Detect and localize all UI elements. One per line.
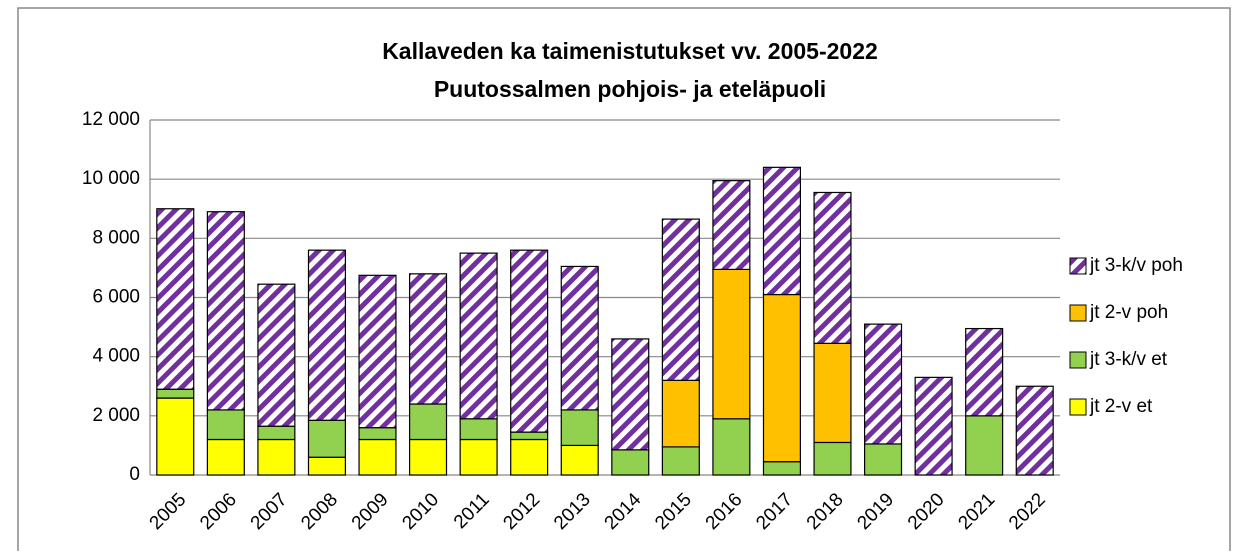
bar-segment bbox=[358, 438, 397, 476]
bar-segment bbox=[965, 327, 1004, 417]
bar-segment bbox=[206, 409, 245, 441]
bar-segment bbox=[661, 218, 700, 381]
bar-segment bbox=[864, 323, 903, 445]
bar-segment bbox=[510, 249, 549, 433]
bar-segment bbox=[257, 283, 296, 427]
bar-segment bbox=[813, 441, 852, 476]
legend-swatch bbox=[1069, 398, 1087, 416]
bar-segment bbox=[409, 273, 448, 405]
bar-segment bbox=[1015, 385, 1054, 476]
bar-segment bbox=[712, 418, 751, 476]
bar-segment bbox=[611, 338, 650, 451]
bar-segment bbox=[459, 418, 498, 441]
bar-segment bbox=[560, 409, 599, 447]
bar-segment bbox=[206, 211, 245, 411]
bar-segment bbox=[307, 249, 346, 421]
bar-segment bbox=[813, 191, 852, 344]
y-tick-label: 10 000 bbox=[82, 168, 140, 189]
legend-swatch bbox=[1069, 351, 1087, 369]
bar-segment bbox=[206, 438, 245, 476]
chart-title: Kallaveden ka taimenistutukset vv. 2005-… bbox=[382, 38, 878, 64]
bar-segment bbox=[510, 438, 549, 476]
bar-segment bbox=[156, 388, 195, 399]
bar-segment bbox=[864, 443, 903, 476]
bar-segment bbox=[409, 403, 448, 441]
legend-label: jt 3-k/v et bbox=[1089, 349, 1168, 370]
bar-segment bbox=[459, 252, 498, 420]
bar-segment bbox=[762, 166, 801, 296]
bar-segment bbox=[712, 268, 751, 420]
y-tick-label: 4 000 bbox=[92, 346, 140, 367]
bar-segment bbox=[307, 456, 346, 476]
y-tick-label: 8 000 bbox=[92, 227, 140, 248]
bar-segment bbox=[257, 425, 296, 441]
bar-segment bbox=[661, 379, 700, 448]
y-tick-label: 6 000 bbox=[92, 287, 140, 308]
chart-subtitle: Puutossalmen pohjois- ja eteläpuoli bbox=[434, 76, 826, 102]
bar-segment bbox=[459, 438, 498, 476]
legend-label: jt 3-k/v poh bbox=[1089, 255, 1183, 276]
bar-segment bbox=[914, 376, 953, 476]
bar-segment bbox=[813, 342, 852, 444]
bar-segment bbox=[560, 265, 599, 411]
legend-swatch bbox=[1069, 304, 1087, 322]
bar-segment bbox=[762, 293, 801, 463]
bar-segment bbox=[712, 180, 751, 270]
bar-segment bbox=[156, 397, 195, 476]
bar-segment bbox=[257, 438, 296, 476]
bar-segment bbox=[307, 419, 346, 458]
bar-segment bbox=[762, 461, 801, 476]
bar-segment bbox=[510, 431, 549, 441]
bar-segment bbox=[156, 208, 195, 390]
bar-segment bbox=[358, 427, 397, 441]
bar-segment bbox=[409, 438, 448, 476]
bar-segment bbox=[965, 415, 1004, 476]
y-tick-label: 2 000 bbox=[92, 405, 140, 426]
legend-label: jt 2-v poh bbox=[1089, 302, 1168, 323]
y-tick-label: 0 bbox=[129, 464, 140, 485]
legend-label: jt 2-v et bbox=[1089, 396, 1153, 417]
y-tick-label: 12 000 bbox=[82, 109, 140, 130]
bar-segment bbox=[560, 444, 599, 476]
bar-segment bbox=[661, 446, 700, 476]
bar-segment bbox=[358, 274, 397, 429]
legend-swatch bbox=[1069, 257, 1087, 275]
bar-segment bbox=[611, 449, 650, 476]
